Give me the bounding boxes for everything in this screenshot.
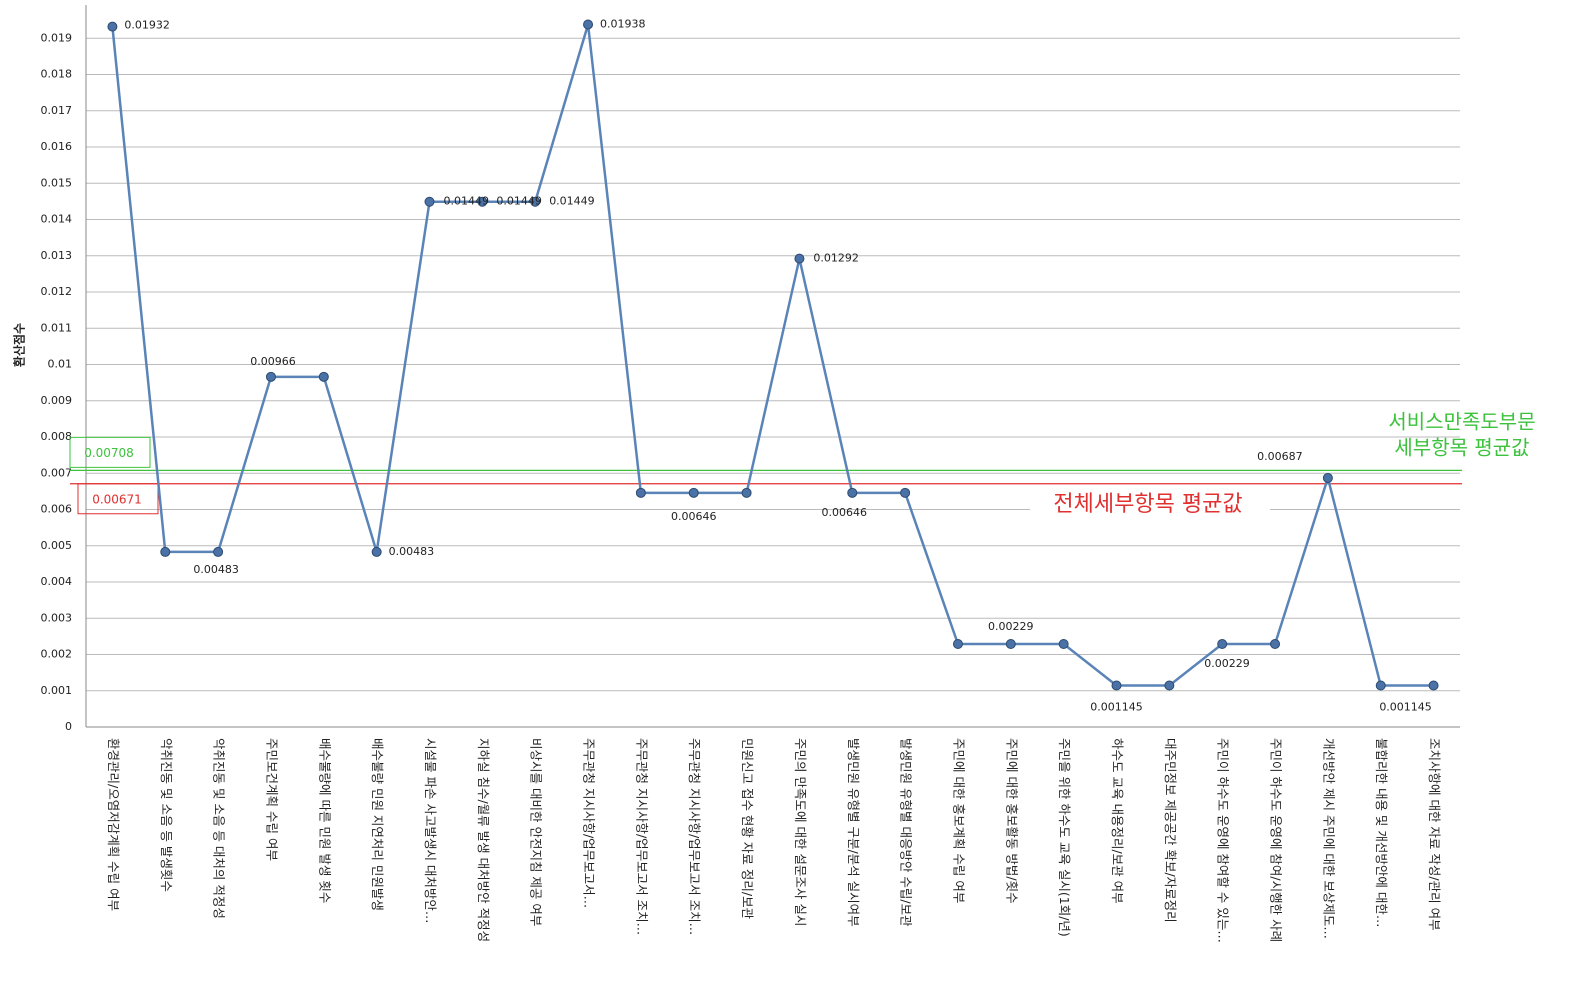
point — [265, 371, 276, 382]
data-label: 0.00483 — [389, 545, 435, 558]
reference-annotation: 전체세부항목 평균값 — [1053, 492, 1242, 517]
point — [1428, 680, 1439, 691]
data-label: 0.001145 — [1090, 700, 1143, 713]
data-label: 0.01449 — [496, 195, 542, 208]
y-tick-label: 0.006 — [41, 503, 73, 516]
point — [530, 196, 541, 207]
reference-box — [77, 483, 159, 515]
reference-box — [69, 436, 151, 468]
x-tick-label: 불합리한 내용 및 개선방안에 대한… — [1374, 738, 1389, 927]
point — [160, 546, 171, 557]
y-tick-label: 0.019 — [41, 31, 73, 44]
x-tick-label: 비상시를 대비한 안전지침 제공 여부 — [529, 738, 544, 926]
point — [794, 253, 805, 264]
point — [741, 487, 752, 498]
annotation-bg — [1030, 488, 1270, 522]
x-tick-label: 배수불량에 따른 민원 발생 횟수 — [317, 738, 332, 903]
data-label: 0.01938 — [600, 17, 646, 30]
x-tick-label: 하수도 교육 내용정리/보관 여부 — [1110, 738, 1125, 904]
data-label: 0.01449 — [444, 195, 490, 208]
x-tick-label: 발생민원 유형별 대응방안 수립/보관 — [899, 738, 914, 927]
point — [688, 487, 699, 498]
point — [1005, 638, 1016, 649]
x-tick-label: 주민에 대한 홍보계획 수립 여부 — [951, 738, 966, 903]
reference-value: 0.00708 — [84, 446, 134, 460]
y-tick-label: 0.017 — [41, 104, 73, 117]
y-tick-label: 0.004 — [41, 575, 73, 588]
point — [952, 638, 963, 649]
y-tick-label: 0.001 — [41, 684, 73, 697]
x-tick-label: 지하실 침수/월류 발생 대처방안 적정성 — [476, 738, 491, 942]
point — [1322, 472, 1333, 483]
x-tick-label: 주민이 하수도 운영에 참여할 수 있는… — [1216, 738, 1231, 943]
point — [424, 196, 435, 207]
point — [477, 196, 488, 207]
x-tick-label: 주민보건계획 수립 여부 — [264, 738, 279, 861]
x-tick-label: 악취진동 및 소음 등 대처의 적정성 — [212, 738, 227, 919]
y-tick-label: 0.018 — [41, 68, 73, 81]
y-axis-label: 환산점수 — [12, 323, 27, 367]
y-tick-label: 0.002 — [41, 648, 73, 661]
data-label: 0.01932 — [124, 19, 170, 32]
y-tick-label: 0.01 — [48, 358, 73, 371]
x-tick-label: 발생민원 유형별 구분/분석 실시여부 — [846, 738, 861, 927]
data-label: 0.001145 — [1379, 700, 1432, 713]
y-tick-label: 0.003 — [41, 611, 73, 624]
data-label: 0.00687 — [1257, 450, 1303, 463]
y-tick-label: 0.009 — [41, 394, 73, 407]
y-tick-label: 0.015 — [41, 176, 73, 189]
y-tick-label: 0 — [65, 720, 72, 733]
point — [1217, 638, 1228, 649]
point — [107, 21, 118, 32]
data-label: 0.00229 — [988, 620, 1034, 633]
y-tick-label: 0.012 — [41, 285, 73, 298]
series-line — [111, 24, 1434, 687]
x-tick-label: 대주민정보 제공공간 확보/자료정리 — [1163, 738, 1178, 923]
x-tick-label: 시설물 파손 사고발생시 대처방안… — [423, 738, 438, 923]
x-tick-label: 배수불량 민원 지연처리 민원발생 — [370, 738, 385, 911]
point — [900, 487, 911, 498]
x-tick-label: 민원신고 접수 현황 자료 정리/보관 — [740, 738, 755, 920]
y-tick-label: 0.014 — [41, 213, 73, 226]
reference-annotation: 세부항목 평균값 — [1394, 436, 1529, 460]
y-tick-label: 0.008 — [41, 430, 73, 443]
x-tick-label: 주무관청 지시사항/업무보고서… — [582, 738, 597, 908]
data-label: 0.00483 — [193, 563, 239, 576]
y-tick-label: 0.007 — [41, 466, 73, 479]
x-tick-label: 개선방안 제시 주민에 대한 보상제도… — [1321, 738, 1336, 939]
data-label: 0.00646 — [822, 506, 868, 519]
point — [1058, 638, 1069, 649]
point — [371, 546, 382, 557]
y-tick-label: 0.005 — [41, 539, 73, 552]
x-tick-label: 주무관청 지시사항/업무보고서 조치… — [687, 738, 702, 935]
point — [318, 371, 329, 382]
x-tick-label: 조치사항에 대한 자료 작성/관리 여부 — [1427, 738, 1442, 931]
y-tick-label: 0.013 — [41, 249, 73, 262]
point — [583, 19, 594, 30]
data-label: 0.00966 — [250, 355, 296, 368]
point — [1375, 680, 1386, 691]
point — [847, 487, 858, 498]
point — [1270, 638, 1281, 649]
y-tick-label: 0.011 — [41, 321, 73, 334]
y-tick-label: 0.016 — [41, 140, 73, 153]
point — [635, 487, 646, 498]
data-label: 0.01449 — [549, 195, 595, 208]
data-label: 0.01292 — [813, 252, 859, 265]
x-tick-label: 주무관청 지시사항/업무보고서 조치… — [634, 738, 649, 935]
x-tick-label: 주민의 만족도에 대한 설문조사 실시 — [793, 738, 808, 926]
reference-value: 0.00671 — [92, 492, 142, 506]
point — [1111, 680, 1122, 691]
data-label: 0.00229 — [1204, 657, 1250, 670]
point — [1164, 680, 1175, 691]
reference-annotation: 서비스만족도부문 — [1388, 410, 1535, 434]
x-tick-label: 주민에 대한 홍보활동 방법/횟수 — [1004, 738, 1019, 904]
x-tick-label: 악취진동 및 소음 등 발생횟수 — [159, 738, 174, 892]
point — [213, 546, 224, 557]
data-label: 0.00646 — [671, 510, 717, 523]
x-tick-label: 주민이 하수도 운영에 참여/시행한 사례 — [1269, 738, 1284, 942]
x-tick-label: 주민을 위한 하수도 교육 실시(1회/년) — [1057, 738, 1072, 937]
x-tick-label: 환경관리/오염저감계획 수립 여부 — [106, 738, 121, 911]
